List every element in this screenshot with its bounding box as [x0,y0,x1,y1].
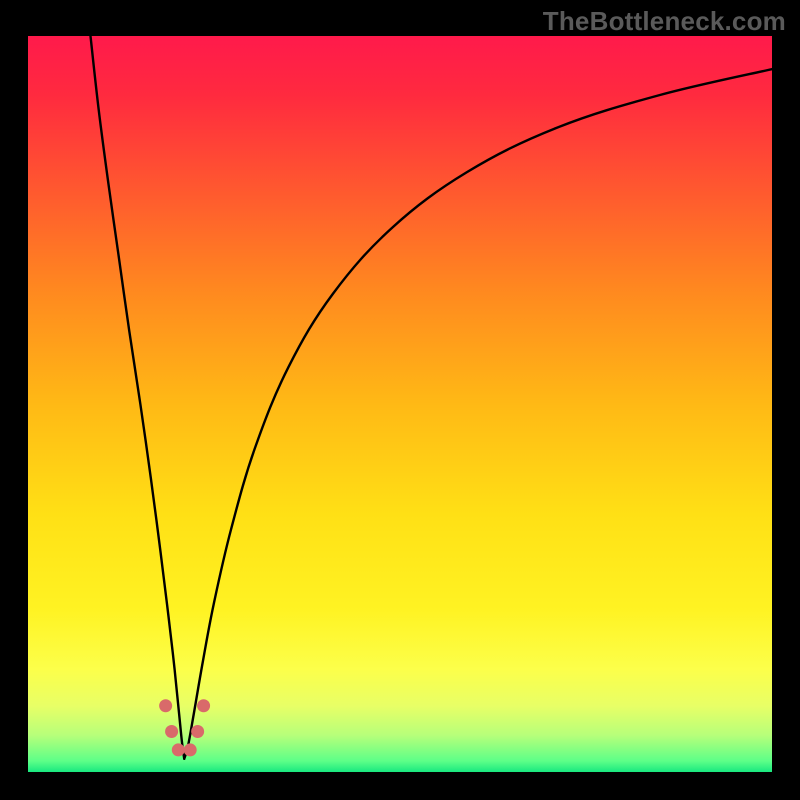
plot-area [28,36,772,772]
marker-point [165,725,178,738]
marker-point [191,725,204,738]
plot-svg [28,36,772,772]
watermark-text: TheBottleneck.com [543,6,786,37]
curve-right-branch [184,69,772,759]
marker-point [197,699,210,712]
curve-left-branch [90,36,184,759]
marker-point [159,699,172,712]
marker-point [172,743,185,756]
marker-point [184,743,197,756]
